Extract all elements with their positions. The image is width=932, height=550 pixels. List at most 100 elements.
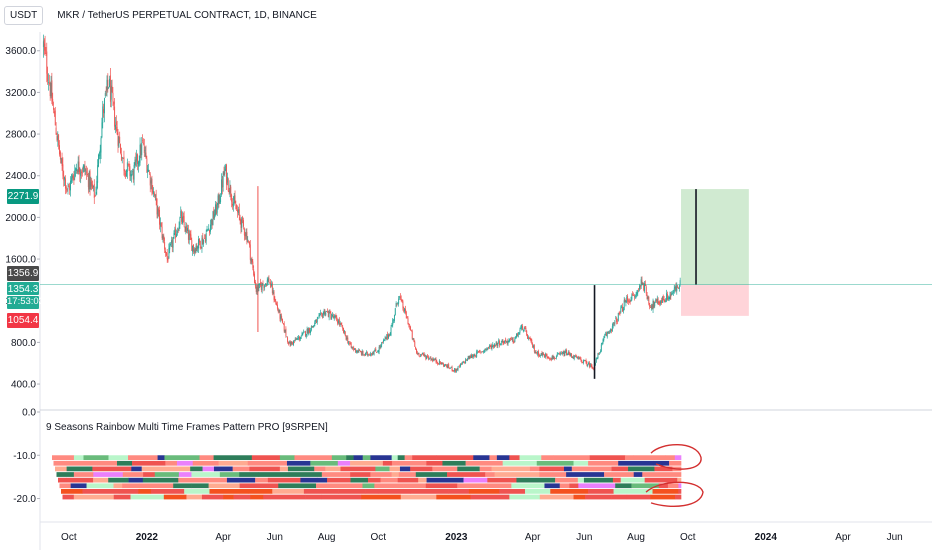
- candle-body: [564, 352, 566, 356]
- candle-body: [251, 259, 253, 263]
- heatmap-cell: [249, 466, 281, 472]
- candle-body: [466, 359, 467, 361]
- heatmap-cell: [633, 472, 643, 477]
- candle-body: [599, 352, 601, 354]
- candle-body: [449, 367, 451, 369]
- heatmap-cell: [250, 494, 264, 500]
- candle-body: [493, 345, 495, 348]
- heatmap-cell: [288, 472, 323, 477]
- heatmap-cell: [389, 466, 401, 472]
- candle-body: [512, 337, 514, 343]
- heatmap-cell: [391, 460, 402, 466]
- candle-body: [662, 296, 664, 301]
- candle-body: [545, 354, 547, 355]
- candle-body: [416, 348, 417, 353]
- heatmap-cell: [113, 483, 123, 489]
- candle-body: [164, 242, 166, 250]
- candle-body: [663, 299, 665, 302]
- heatmap-cell: [239, 472, 259, 477]
- currency-selector[interactable]: USDT: [4, 5, 44, 25]
- candle-body: [322, 313, 324, 318]
- candle-body: [502, 340, 504, 344]
- heatmap-cell: [184, 489, 210, 494]
- heatmap-cell: [380, 477, 398, 483]
- candle-body: [59, 151, 61, 160]
- candle-body: [591, 365, 593, 368]
- candle-body: [490, 345, 492, 349]
- candle-body: [350, 343, 352, 348]
- heatmap-cell: [377, 489, 411, 494]
- candle-body: [126, 162, 128, 173]
- heatmap-cell: [403, 483, 427, 489]
- candle-body: [673, 288, 675, 293]
- candle-body: [170, 243, 172, 246]
- candle-body: [363, 354, 365, 356]
- candle-body: [244, 234, 246, 237]
- candle-body: [651, 305, 653, 310]
- candle-body: [584, 360, 586, 361]
- candle-body: [516, 333, 518, 337]
- candle-body: [603, 337, 605, 340]
- candle-body: [622, 306, 623, 312]
- candle-body: [373, 351, 375, 355]
- candle-body: [357, 350, 359, 353]
- candle-body: [527, 337, 529, 339]
- candle-body: [197, 246, 199, 250]
- candle-body: [449, 367, 450, 369]
- candle-body: [530, 338, 532, 341]
- heatmap-cell: [410, 489, 449, 494]
- candle-body: [395, 303, 397, 308]
- candle-body: [394, 308, 396, 316]
- indicator-tick-label: -20.0: [13, 494, 36, 505]
- candle-body: [259, 283, 261, 285]
- candle-body: [543, 353, 545, 356]
- candle-body: [214, 214, 216, 218]
- heatmap-cell: [375, 466, 390, 472]
- candle-body: [566, 350, 568, 356]
- heatmap-cell: [73, 472, 94, 477]
- candle-body: [82, 165, 84, 172]
- candle-body: [422, 353, 424, 355]
- candle-body: [268, 277, 270, 283]
- heatmap-cell: [374, 483, 404, 489]
- profit-zone: [681, 189, 749, 285]
- heatmap-cell: [294, 455, 333, 461]
- candle-body: [226, 164, 227, 185]
- candle-body: [99, 149, 101, 157]
- candle-body: [91, 180, 93, 186]
- candle-body: [148, 172, 150, 174]
- heatmap-cell: [391, 472, 400, 477]
- candle-body: [310, 330, 311, 333]
- candle-body: [200, 246, 202, 248]
- candle-body: [315, 319, 317, 324]
- candle-body: [495, 342, 497, 346]
- candle-body: [89, 171, 91, 190]
- heatmap-cell: [620, 477, 645, 483]
- candle-body: [401, 299, 403, 302]
- candle-body: [408, 323, 410, 326]
- candle-body: [427, 356, 429, 359]
- heatmap-cell: [173, 483, 192, 489]
- candle-body: [356, 350, 358, 352]
- candle-body: [500, 343, 502, 346]
- candle-body: [267, 278, 269, 282]
- candle-body: [487, 347, 489, 349]
- price-tick-label: 2000.0: [5, 213, 36, 224]
- candle-body: [109, 75, 111, 102]
- heatmap-cell: [628, 466, 655, 472]
- candle-body: [454, 368, 456, 372]
- candle-body: [343, 330, 345, 333]
- heatmap-cell: [132, 460, 166, 466]
- candle-body: [302, 332, 304, 335]
- candle-body: [677, 286, 679, 288]
- candle-body: [576, 356, 578, 358]
- candle-body: [236, 209, 238, 211]
- candle-body: [668, 297, 670, 299]
- heatmap-cell: [314, 466, 326, 472]
- candle-body: [275, 301, 277, 303]
- candle-body: [306, 329, 308, 335]
- time-tick-label: Apr: [525, 532, 541, 543]
- candle-body: [511, 337, 513, 340]
- candle-body: [313, 325, 315, 327]
